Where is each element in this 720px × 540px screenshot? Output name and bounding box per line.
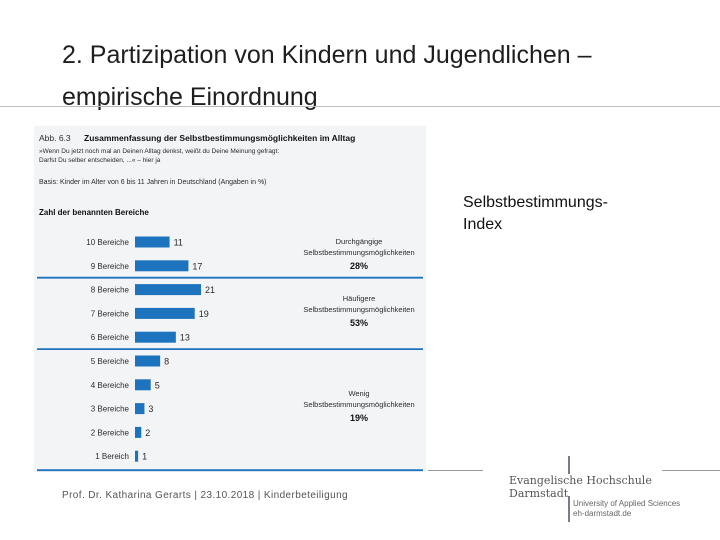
bar-value-label: 3 <box>148 404 153 414</box>
group-label-line1: Wenig <box>348 389 369 398</box>
category-label: 4 Bereiche <box>91 381 130 390</box>
eh-darmstadt-logo: Evangelische Hochschule Darmstadt Univer… <box>507 456 687 526</box>
category-label: 9 Bereiche <box>91 262 130 271</box>
bar <box>135 355 161 367</box>
footer-citation: Prof. Dr. Katharina Gerarts | 23.10.2018… <box>62 490 349 501</box>
category-label: 7 Bereiche <box>91 309 130 318</box>
bar-value-label: 8 <box>164 357 169 367</box>
bar <box>135 450 139 462</box>
group-percent: 28% <box>350 261 368 271</box>
footer-divider-left <box>428 470 483 471</box>
group-label-line2: Selbstbestimmungsmöglichkeiten <box>303 400 414 409</box>
footer-divider-right <box>662 470 720 471</box>
logo-name-line2: Darmstadt <box>509 487 569 500</box>
category-label: 3 Bereiche <box>91 405 130 414</box>
bar-value-label: 19 <box>199 309 209 319</box>
bar-value-label: 17 <box>192 261 202 271</box>
group-label-line2: Selbstbestimmungsmöglichkeiten <box>303 248 414 257</box>
y-axis-header: Zahl der benannten Bereiche <box>39 208 149 217</box>
scanned-figure: Abb. 6.3 Zusammenfassung der Selbstbestim… <box>34 126 426 472</box>
bar <box>135 379 151 391</box>
chart-question-line1: »Wenn Du jetzt noch mal an Deinen Alltag… <box>39 148 279 155</box>
selbstbestimmungs-index-label: Selbstbestimmungs- Index <box>463 192 663 236</box>
chart-title: Zusammenfassung der Selbstbestimmungsmög… <box>84 133 355 143</box>
bar-value-label: 13 <box>180 333 190 343</box>
category-label: 6 Bereiche <box>91 333 130 342</box>
bar-value-label: 11 <box>174 238 183 248</box>
category-label: 5 Bereiche <box>91 357 130 366</box>
bar-value-label: 21 <box>205 285 215 295</box>
group-percent: 53% <box>350 318 368 328</box>
group-label-line1: Durchgängige <box>336 237 383 246</box>
group-label-line2: Selbstbestimmungsmöglichkeiten <box>303 305 414 314</box>
category-label: 8 Bereiche <box>91 286 130 295</box>
bar <box>135 260 189 272</box>
bar <box>135 426 142 438</box>
selbstbestimmung-bar-chart: Abb. 6.3 Zusammenfassung der Selbstbestim… <box>37 133 423 472</box>
bar <box>135 331 176 343</box>
side-label-line1: Selbstbestimmungs- <box>463 194 608 211</box>
group-label-line1: Häufigere <box>343 294 376 303</box>
group-percent: 19% <box>350 413 368 423</box>
logo-sub-line2: eh-darmstadt.de <box>573 509 632 518</box>
logo-bar-bottom <box>568 496 570 522</box>
chart-question-line2: Darfst Du selber entscheiden, ...« – hie… <box>39 157 161 164</box>
figure-number: Abb. 6.3 <box>39 133 71 143</box>
chart-basis: Basis: Kinder im Alter von 6 bis 11 Jahr… <box>39 179 267 186</box>
title-divider <box>0 106 720 107</box>
slide-title-line1: 2. Partizipation von Kindern und Jugendl… <box>62 41 592 69</box>
logo-sub-line1: University of Applied Sciences <box>573 499 681 508</box>
bar <box>135 236 170 248</box>
category-label: 2 Bereiche <box>91 428 130 437</box>
slide-title-line2: empirische Einordnung <box>62 83 318 111</box>
bar <box>135 403 145 415</box>
bar <box>135 307 195 319</box>
bar-value-label: 1 <box>142 452 147 462</box>
logo-bar-top <box>568 456 570 474</box>
side-label-line2: Index <box>463 216 503 233</box>
category-label: 10 Bereiche <box>86 238 129 247</box>
category-label: 1 Bereich <box>95 452 129 461</box>
logo-name-line1: Evangelische Hochschule <box>509 474 652 487</box>
bar-value-label: 2 <box>145 428 150 438</box>
bar-value-label: 5 <box>155 380 160 390</box>
bar <box>135 284 201 296</box>
slide-title: 2. Partizipation von Kindern und Jugendl… <box>62 34 662 118</box>
